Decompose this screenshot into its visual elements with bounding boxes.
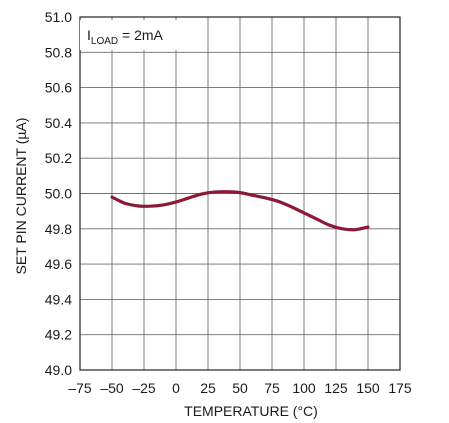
x-tick-label: –75: [68, 380, 92, 396]
annotation-sub: LOAD: [91, 36, 118, 47]
y-tick-label: 50.6: [45, 80, 72, 96]
x-axis-title: TEMPERATURE (°C): [184, 403, 318, 419]
x-tick-label: 0: [172, 380, 180, 396]
y-tick-label: 50.0: [45, 186, 72, 202]
x-tick-label: 50: [232, 380, 248, 396]
y-tick-label: 49.2: [45, 327, 72, 343]
y-tick-label: 49.8: [45, 221, 72, 237]
y-tick-label: 51.0: [45, 9, 72, 25]
x-tick-label: 175: [388, 380, 412, 396]
annotation-main: I: [87, 27, 91, 43]
series-line: [110, 190, 370, 232]
plot-frame: [79, 16, 401, 371]
x-axis-ticks: –75 –50 –25 0 25 50 75 100 125 150 175: [68, 380, 412, 396]
y-tick-label: 50.2: [45, 150, 72, 166]
y-tick-label: 49.6: [45, 256, 72, 272]
x-tick-label: –50: [100, 380, 124, 396]
x-tick-label: 100: [292, 380, 316, 396]
annotation-rest: = 2mA: [118, 27, 163, 43]
y-axis-title: SET PIN CURRENT (µA): [13, 118, 29, 275]
x-tick-label: 125: [324, 380, 348, 396]
y-tick-label: 50.8: [45, 44, 72, 60]
y-tick-label: 49.0: [45, 362, 72, 378]
x-tick-label: 150: [356, 380, 380, 396]
y-tick-label: 49.4: [45, 291, 72, 307]
annotation-load: ILOAD = 2mA: [87, 27, 164, 47]
y-tick-label: 50.4: [45, 115, 72, 131]
x-tick-label: –25: [132, 380, 156, 396]
annotation-background: [80, 20, 190, 50]
x-tick-label: 25: [200, 380, 216, 396]
y-axis-ticks: 49.0 49.2 49.4 49.6 49.8 50.0 50.2 50.4 50.6 50.8…: [45, 9, 72, 378]
x-tick-label: 75: [264, 380, 280, 396]
